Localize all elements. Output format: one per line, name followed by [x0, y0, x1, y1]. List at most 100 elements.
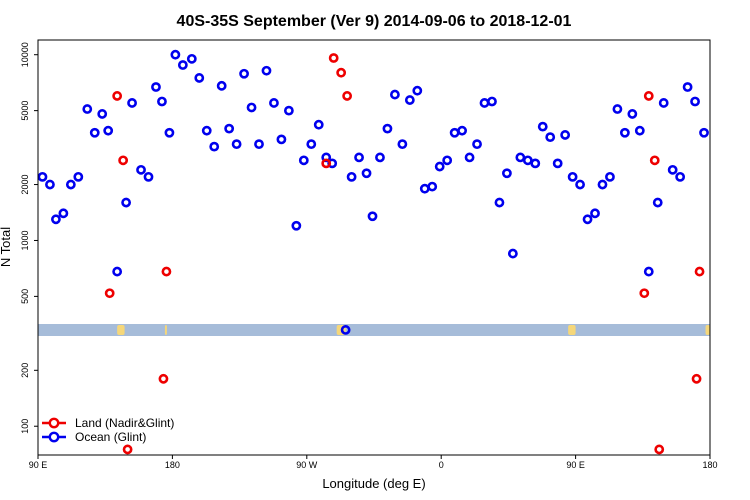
y-axis-label: N Total [0, 227, 13, 267]
ocean-point [552, 158, 563, 169]
ocean-point [382, 123, 393, 134]
ocean-point [479, 98, 490, 108]
ocean-point [412, 85, 423, 96]
ocean-point [103, 125, 114, 136]
ocean-point [143, 171, 154, 182]
legend-entry-ocean: Ocean (Glint) [42, 430, 146, 444]
ocean-point [515, 152, 526, 163]
y-tick-label: 100 [20, 419, 30, 434]
ocean-point [306, 139, 317, 150]
legend-label-ocean: Ocean (Glint) [75, 430, 146, 444]
ocean-point [658, 98, 669, 108]
land-point [691, 373, 702, 384]
land-point [694, 266, 705, 277]
ocean-point [487, 96, 497, 107]
legend-marker-land [48, 417, 60, 429]
ocean-point [58, 208, 69, 219]
land-shape [117, 325, 125, 335]
land-point [654, 444, 665, 455]
ocean-point [494, 197, 505, 208]
x-tick-label: 90 W [296, 460, 318, 470]
land-shape [705, 325, 710, 335]
ocean-point [194, 73, 205, 83]
ocean-point [313, 119, 324, 130]
ocean-point [590, 208, 600, 219]
land-point [336, 67, 347, 78]
ocean-point [464, 152, 475, 163]
ocean-point [209, 141, 220, 152]
y-tick-label: 5000 [20, 101, 30, 121]
land-point [112, 91, 123, 101]
ocean-point [367, 211, 378, 222]
y-axis-ticks: 100 200 500 1000 2000 5000 10000 [20, 42, 38, 434]
x-axis-label: Longitude (deg E) [322, 476, 425, 491]
ocean-point [522, 155, 533, 166]
land-band [38, 324, 710, 336]
ocean-point [682, 82, 693, 92]
ocean-point [261, 65, 272, 76]
plot-frame [37, 39, 711, 456]
ocean-point [397, 139, 408, 150]
ocean-point [404, 95, 415, 105]
ocean-point [276, 134, 287, 145]
x-axis-ticks: 90 E 180 90 W 0 90 E 180 [29, 455, 718, 470]
land-point [122, 444, 133, 455]
ocean-point [457, 125, 468, 136]
ocean-point [530, 158, 541, 169]
ocean-point [502, 168, 512, 179]
ocean-point [575, 179, 585, 190]
ocean-point [634, 125, 645, 136]
y-tick-label: 1000 [20, 230, 30, 250]
ocean-point [340, 325, 351, 335]
land-point [118, 155, 129, 166]
y-tick-label: 500 [20, 289, 30, 304]
ocean-point [127, 98, 137, 108]
ocean-point [472, 139, 482, 150]
data-points [37, 49, 709, 455]
ocean-point [427, 181, 438, 192]
land-point [639, 288, 650, 299]
land-point [342, 91, 353, 101]
ocean-point [690, 96, 700, 107]
x-tick-label: 180 [702, 460, 717, 470]
ocean-point [65, 179, 76, 190]
ocean-point [246, 102, 257, 113]
ocean-point [605, 171, 615, 182]
land-shape [164, 325, 167, 335]
ocean-point [675, 171, 686, 182]
ocean-point [291, 220, 302, 231]
ocean-point [254, 139, 264, 150]
land-point [158, 373, 169, 384]
ocean-point [177, 60, 188, 70]
ocean-point [224, 123, 235, 134]
ocean-point [390, 89, 400, 100]
ocean-point [354, 152, 364, 163]
land-point [321, 158, 332, 169]
ocean-point [612, 104, 623, 114]
ocean-band [38, 324, 710, 336]
ocean-point [157, 96, 167, 107]
ocean-point [652, 197, 663, 208]
ocean-point [449, 127, 460, 138]
ocean-point [73, 171, 84, 182]
ocean-point [560, 130, 571, 140]
y-tick-label: 200 [20, 363, 30, 378]
x-tick-label: 90 E [29, 460, 48, 470]
ocean-point [136, 164, 146, 175]
ocean-point [231, 139, 242, 150]
ocean-point [419, 183, 430, 194]
ocean-point [375, 152, 385, 163]
ocean-point [627, 109, 638, 119]
land-point [643, 91, 654, 101]
ocean-point [567, 171, 578, 182]
ocean-point [442, 155, 453, 166]
ocean-point [170, 49, 181, 60]
ocean-point [51, 214, 61, 225]
ocean-point [298, 155, 309, 166]
ocean-point [112, 266, 123, 277]
legend-label-land: Land (Nadir&Glint) [75, 416, 174, 430]
ocean-point [699, 127, 709, 138]
ocean-point [82, 104, 93, 114]
land-point [104, 288, 115, 299]
